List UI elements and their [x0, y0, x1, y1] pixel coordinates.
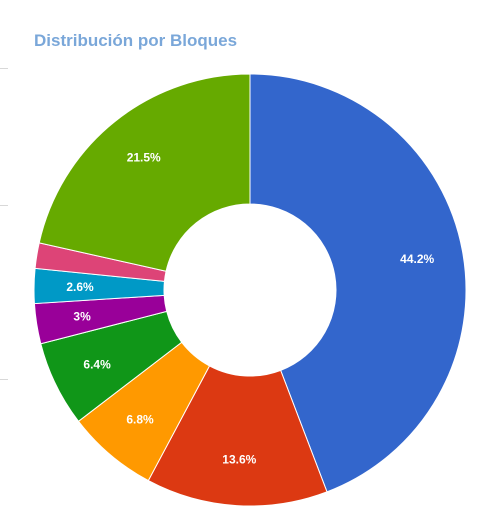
- donut-slice[interactable]: [38, 73, 251, 272]
- axis-tick-mark: [0, 379, 8, 380]
- slice-data-label: 2.6%: [66, 280, 94, 294]
- slice-data-label: 21.5%: [127, 150, 161, 164]
- donut-slice[interactable]: [147, 365, 328, 507]
- axis-tick-mark: [0, 205, 8, 206]
- slice-data-label: 3%: [73, 310, 91, 324]
- slice-data-label: 6.4%: [83, 357, 111, 371]
- slice-data-label: 13.6%: [222, 453, 256, 467]
- slice-data-label: 44.2%: [400, 252, 434, 266]
- slice-data-label: 6.8%: [126, 413, 154, 427]
- chart-title: Distribución por Bloques: [34, 31, 238, 50]
- axis-tick-mark: [0, 68, 8, 69]
- donut-slice[interactable]: [249, 73, 467, 493]
